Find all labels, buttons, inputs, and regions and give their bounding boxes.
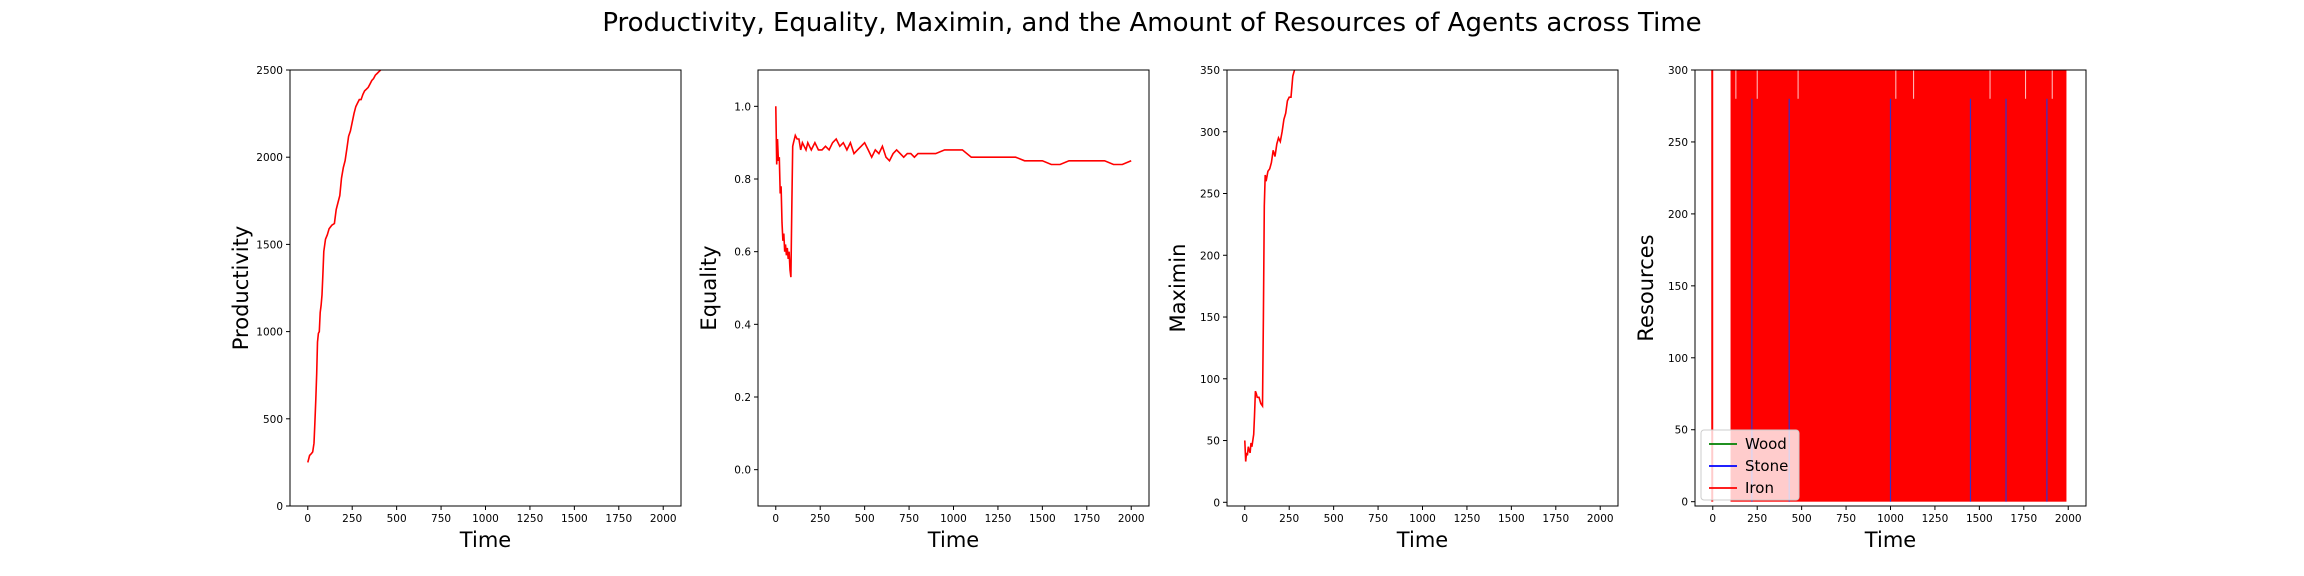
y-tick-label: 250 <box>1200 189 1220 201</box>
y-tick-label: 300 <box>1200 127 1220 139</box>
y-tick-label: 100 <box>1200 374 1220 386</box>
x-tick-label: 0 <box>304 513 311 525</box>
x-axis-label: Time <box>927 528 979 552</box>
x-tick-label: 1500 <box>561 513 588 525</box>
legend: Wood Stone Iron <box>1700 429 1800 501</box>
x-tick-label: 750 <box>1836 513 1856 525</box>
x-tick-label: 1750 <box>605 513 632 525</box>
x-tick-label: 1250 <box>517 513 544 525</box>
legend-label: Stone <box>1745 457 1788 475</box>
axes-frame <box>1226 69 1619 507</box>
x-tick-label: 1250 <box>1922 513 1949 525</box>
x-tick-label: 1750 <box>2010 513 2037 525</box>
x-tick-label: 2000 <box>1587 513 1614 525</box>
y-tick-label: 0.6 <box>734 247 751 259</box>
y-tick-label: 50 <box>1675 425 1688 437</box>
legend-label: Wood <box>1745 435 1787 453</box>
y-tick-label: 50 <box>1207 436 1220 448</box>
y-tick-label: 0.4 <box>734 319 751 331</box>
y-tick-label: 2000 <box>256 152 283 164</box>
y-tick-label: 0 <box>1213 497 1220 509</box>
axes-frame <box>757 69 1150 507</box>
x-tick-label: 2000 <box>650 513 677 525</box>
x-tick-label: 1250 <box>985 513 1012 525</box>
x-tick-label: 1750 <box>1073 513 1100 525</box>
y-tick-label: 1000 <box>256 327 283 339</box>
x-tick-label: 0 <box>772 513 779 525</box>
series-line <box>307 70 382 463</box>
x-tick-label: 0 <box>1241 513 1248 525</box>
x-tick-label: 750 <box>1368 513 1388 525</box>
x-tick-label: 250 <box>810 513 830 525</box>
y-tick-label: 150 <box>1668 281 1688 293</box>
x-tick-label: 2000 <box>1118 513 1145 525</box>
x-tick-label: 750 <box>899 513 919 525</box>
x-tick-label: 250 <box>1279 513 1299 525</box>
x-tick-label: 0 <box>1709 513 1716 525</box>
series-line <box>1244 70 1296 462</box>
series-line <box>775 106 1132 278</box>
legend-box <box>1700 429 1800 501</box>
y-tick-label: 200 <box>1200 250 1220 262</box>
y-tick-label: 1.0 <box>734 101 751 113</box>
x-tick-label: 250 <box>342 513 362 525</box>
x-tick-label: 1500 <box>1498 513 1525 525</box>
y-tick-label: 0 <box>1681 497 1688 509</box>
plot-area <box>1244 70 1296 462</box>
y-tick-label: 150 <box>1200 312 1220 324</box>
x-tick-label: 1500 <box>1966 513 1993 525</box>
y-tick-label: 0.8 <box>734 174 751 186</box>
x-axis-label: Time <box>1396 528 1448 552</box>
x-tick-label: 1000 <box>1409 513 1436 525</box>
x-axis-label: Time <box>1864 528 1916 552</box>
y-tick-label: 200 <box>1668 209 1688 221</box>
x-tick-label: 1750 <box>1542 513 1569 525</box>
y-tick-label: 100 <box>1668 353 1688 365</box>
y-tick-label: 1500 <box>256 239 283 251</box>
x-tick-label: 750 <box>431 513 451 525</box>
y-axis-label: Maximin <box>1166 244 1190 333</box>
y-axis-label: Productivity <box>229 226 253 351</box>
x-tick-label: 500 <box>1324 513 1344 525</box>
x-tick-label: 500 <box>387 513 407 525</box>
plot-area <box>775 106 1132 278</box>
productivity-chart: 0 250 500 750 1000 1250 1500 1750 2000 0 500 1000 15… <box>229 65 682 552</box>
x-tick-label: 500 <box>855 513 875 525</box>
x-axis-label: Time <box>459 528 511 552</box>
y-axis-label: Equality <box>697 245 721 330</box>
legend-label: Iron <box>1745 479 1774 497</box>
maximin-chart: 0 250 500 750 1000 1250 1500 1750 2000 0 50 100 150 2… <box>1166 65 1619 552</box>
plot-area <box>307 70 382 463</box>
y-tick-label: 2500 <box>256 65 283 77</box>
y-tick-label: 0 <box>276 501 283 513</box>
x-tick-label: 1000 <box>472 513 499 525</box>
x-tick-label: 1250 <box>1454 513 1481 525</box>
resources-chart: 0 250 500 750 1000 1250 1500 1750 2000 0 50 100 150 2… <box>1634 65 2087 552</box>
y-axis-label: Resources <box>1634 234 1658 341</box>
x-tick-label: 1000 <box>1877 513 1904 525</box>
x-tick-label: 500 <box>1792 513 1812 525</box>
equality-chart: 0 250 500 750 1000 1250 1500 1750 2000 0.0 0.2 0.4 0… <box>697 69 1150 552</box>
y-tick-label: 0.0 <box>734 465 751 477</box>
x-tick-label: 1000 <box>940 513 967 525</box>
x-tick-label: 2000 <box>2055 513 2082 525</box>
x-tick-label: 250 <box>1747 513 1767 525</box>
y-tick-label: 250 <box>1668 137 1688 149</box>
y-tick-label: 350 <box>1200 65 1220 77</box>
x-tick-label: 1500 <box>1029 513 1056 525</box>
y-tick-label: 300 <box>1668 65 1688 77</box>
figure-title: Productivity, Equality, Maximin, and the… <box>602 8 1702 38</box>
y-tick-label: 500 <box>263 414 283 426</box>
y-tick-label: 0.2 <box>734 392 751 404</box>
